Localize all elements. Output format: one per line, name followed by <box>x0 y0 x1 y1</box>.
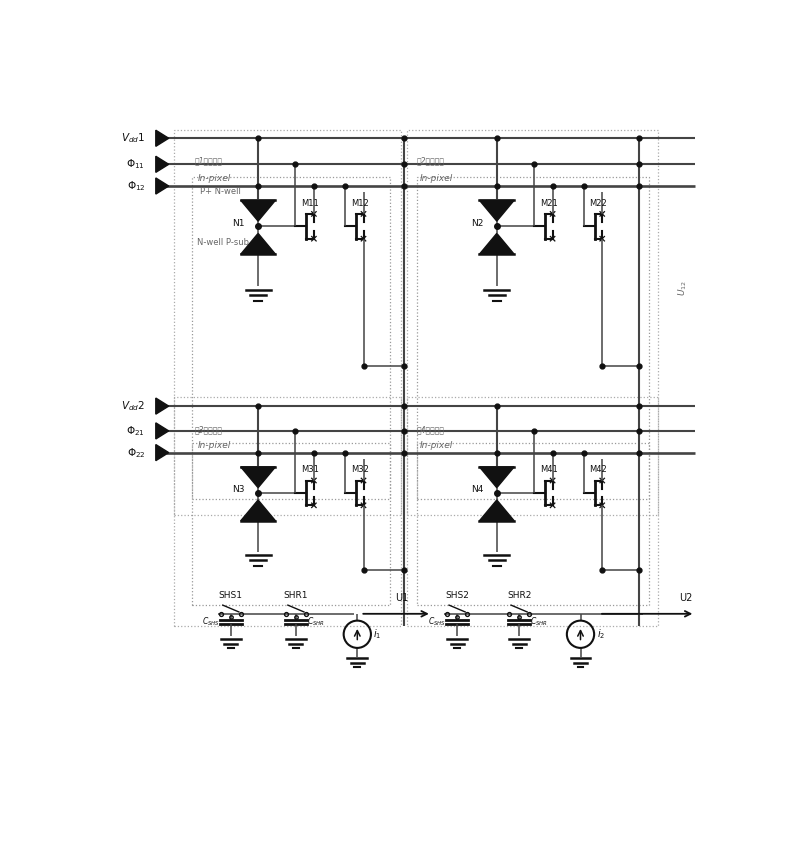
Text: N2: N2 <box>470 219 483 228</box>
Text: M12: M12 <box>351 198 369 208</box>
Polygon shape <box>241 200 275 221</box>
Text: N4: N4 <box>470 485 483 495</box>
Polygon shape <box>156 423 169 439</box>
Bar <box>407 130 658 515</box>
Text: M22: M22 <box>590 198 607 208</box>
Polygon shape <box>479 233 514 254</box>
Text: M31: M31 <box>302 465 319 474</box>
Polygon shape <box>156 130 169 146</box>
Text: In-pixel: In-pixel <box>198 174 231 183</box>
Text: N-well P-sub: N-well P-sub <box>197 238 249 247</box>
Bar <box>174 397 401 627</box>
Text: $\Phi_{12}$: $\Phi_{12}$ <box>126 179 146 193</box>
Text: M42: M42 <box>590 465 607 474</box>
Polygon shape <box>241 233 275 254</box>
Text: In-pixel: In-pixel <box>198 442 231 450</box>
Text: M21: M21 <box>540 198 558 208</box>
Text: $V_{dd}1$: $V_{dd}1$ <box>121 131 146 145</box>
Text: U1: U1 <box>396 593 409 603</box>
Text: 第4像素单元: 第4像素单元 <box>416 426 444 434</box>
Text: $C_{SHS}$: $C_{SHS}$ <box>428 616 446 628</box>
Bar <box>418 177 649 499</box>
Text: SHS1: SHS1 <box>219 591 243 600</box>
Polygon shape <box>479 467 514 488</box>
Text: $C_{SHR}$: $C_{SHR}$ <box>307 616 325 628</box>
Polygon shape <box>241 500 275 521</box>
Polygon shape <box>479 200 514 221</box>
Text: M32: M32 <box>351 465 369 474</box>
Polygon shape <box>156 178 169 194</box>
Text: $\Phi_{22}$: $\Phi_{22}$ <box>126 446 146 459</box>
Text: 第2像素单元: 第2像素单元 <box>416 156 444 165</box>
Text: 第1像素单元: 第1像素单元 <box>194 156 222 165</box>
Text: M11: M11 <box>302 198 319 208</box>
Text: $i_2$: $i_2$ <box>597 627 605 641</box>
Bar <box>407 397 658 627</box>
Text: In-pixel: In-pixel <box>419 174 453 183</box>
Bar <box>192 443 390 605</box>
Text: $U_{12}$: $U_{12}$ <box>677 280 689 296</box>
Text: 第3像素单元: 第3像素单元 <box>194 426 222 434</box>
Text: $V_{dd}2$: $V_{dd}2$ <box>121 399 146 413</box>
Text: $C_{SHS}$: $C_{SHS}$ <box>202 616 220 628</box>
Text: M41: M41 <box>540 465 558 474</box>
Polygon shape <box>156 398 169 414</box>
Text: N1: N1 <box>232 219 245 228</box>
Text: $\Phi_{11}$: $\Phi_{11}$ <box>126 157 146 172</box>
Polygon shape <box>156 156 169 172</box>
Polygon shape <box>241 467 275 488</box>
Bar <box>174 130 401 515</box>
Text: $i_1$: $i_1$ <box>374 627 382 641</box>
Text: P+ N-well: P+ N-well <box>201 187 242 196</box>
Polygon shape <box>156 445 169 461</box>
Text: $C_{SHR}$: $C_{SHR}$ <box>530 616 548 628</box>
Text: In-pixel: In-pixel <box>419 442 453 450</box>
Text: N3: N3 <box>232 485 245 495</box>
Text: U2: U2 <box>678 593 692 603</box>
Bar <box>192 177 390 499</box>
Text: SHR2: SHR2 <box>507 591 531 600</box>
Bar <box>418 443 649 605</box>
Text: SHR1: SHR1 <box>284 591 308 600</box>
Text: SHS2: SHS2 <box>445 591 469 600</box>
Text: $\Phi_{21}$: $\Phi_{21}$ <box>126 424 146 438</box>
Polygon shape <box>479 500 514 521</box>
